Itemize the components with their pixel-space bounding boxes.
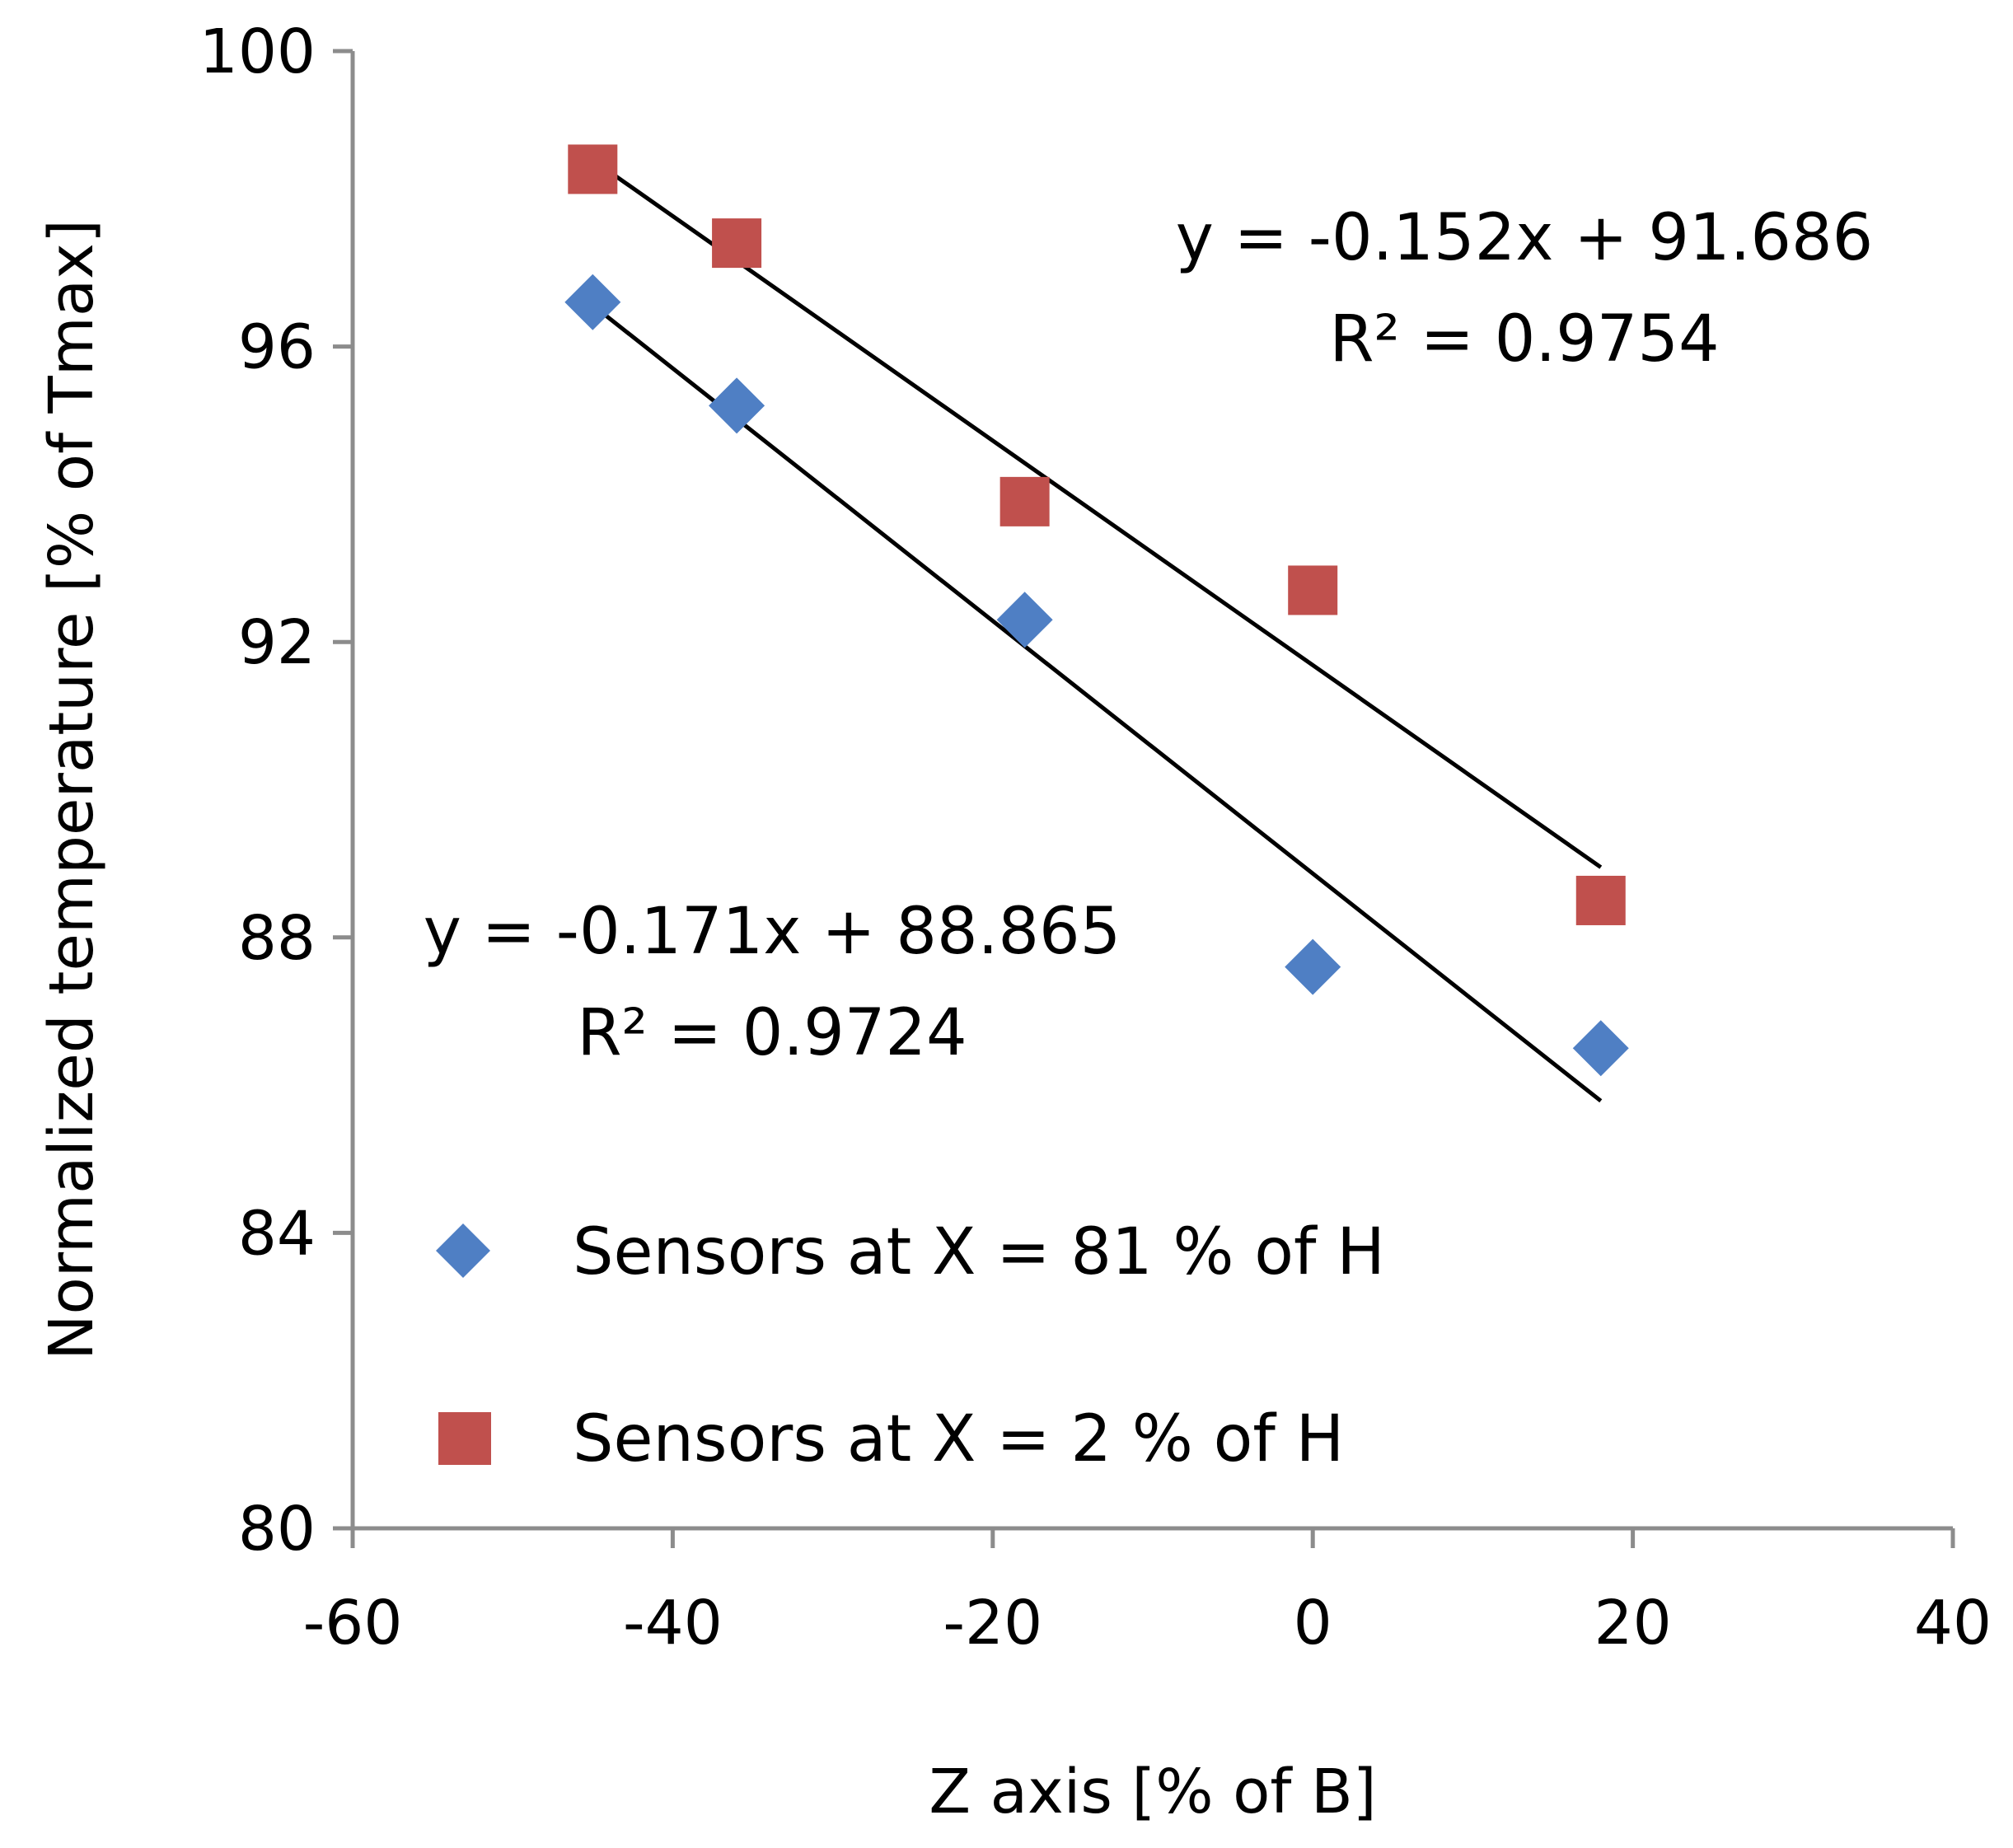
x-tick-label: 20 [1594,1588,1672,1659]
y-tick-label: 96 [238,312,316,383]
y-tick-label: 88 [238,903,316,974]
data-point-square [1575,875,1626,925]
trendline-series-2 [591,158,1603,869]
trendline-r2-red: R² = 0.9754 [1329,302,1719,377]
legend: Sensors at X = 81 % of H Sensors at X = … [436,1215,1385,1476]
x-tick-label: -60 [303,1588,403,1659]
x-tick-label: 0 [1294,1588,1332,1659]
x-tick-label: 40 [1914,1588,1992,1659]
x-axis-title: Z axis [% of B] [929,1757,1376,1827]
data-points [564,144,1629,1077]
y-tick-label: 80 [238,1494,316,1565]
data-point-diamond [564,274,621,330]
x-axis-ticks: -60 -40 -20 0 20 40 [303,1528,1992,1659]
data-point-square [568,144,618,194]
data-point-diamond [1572,1020,1629,1077]
trendline-r2-blue: R² = 0.9724 [577,996,967,1070]
legend-label-series-2: Sensors at X = 2 % of H [573,1402,1344,1476]
y-tick-label: 84 [238,1198,316,1269]
legend-label-series-1: Sensors at X = 81 % of H [573,1215,1385,1289]
y-tick-label: 92 [238,607,316,678]
trendlines [591,158,1603,1103]
x-tick-label: -20 [943,1588,1042,1659]
y-tick-label: 100 [199,16,316,87]
data-point-square [712,218,762,269]
legend-marker-diamond [436,1223,490,1278]
data-point-diamond [996,592,1053,648]
trendline-series-1 [591,303,1603,1103]
legend-marker-square [438,1412,491,1465]
data-point-square [1288,565,1338,615]
data-point-square [999,476,1050,526]
data-point-diamond [709,377,765,434]
trendline-equation-red: y = -0.152x + 91.686 [1176,201,1874,275]
y-axis-title: Normalized temperature [% of Tmax] [36,219,107,1360]
y-axis-ticks: 80 84 88 92 96 100 [199,16,353,1565]
x-tick-label: -40 [623,1588,723,1659]
trendline-equation-blue: y = -0.171x + 88.865 [424,895,1121,969]
data-point-diamond [1285,938,1341,995]
